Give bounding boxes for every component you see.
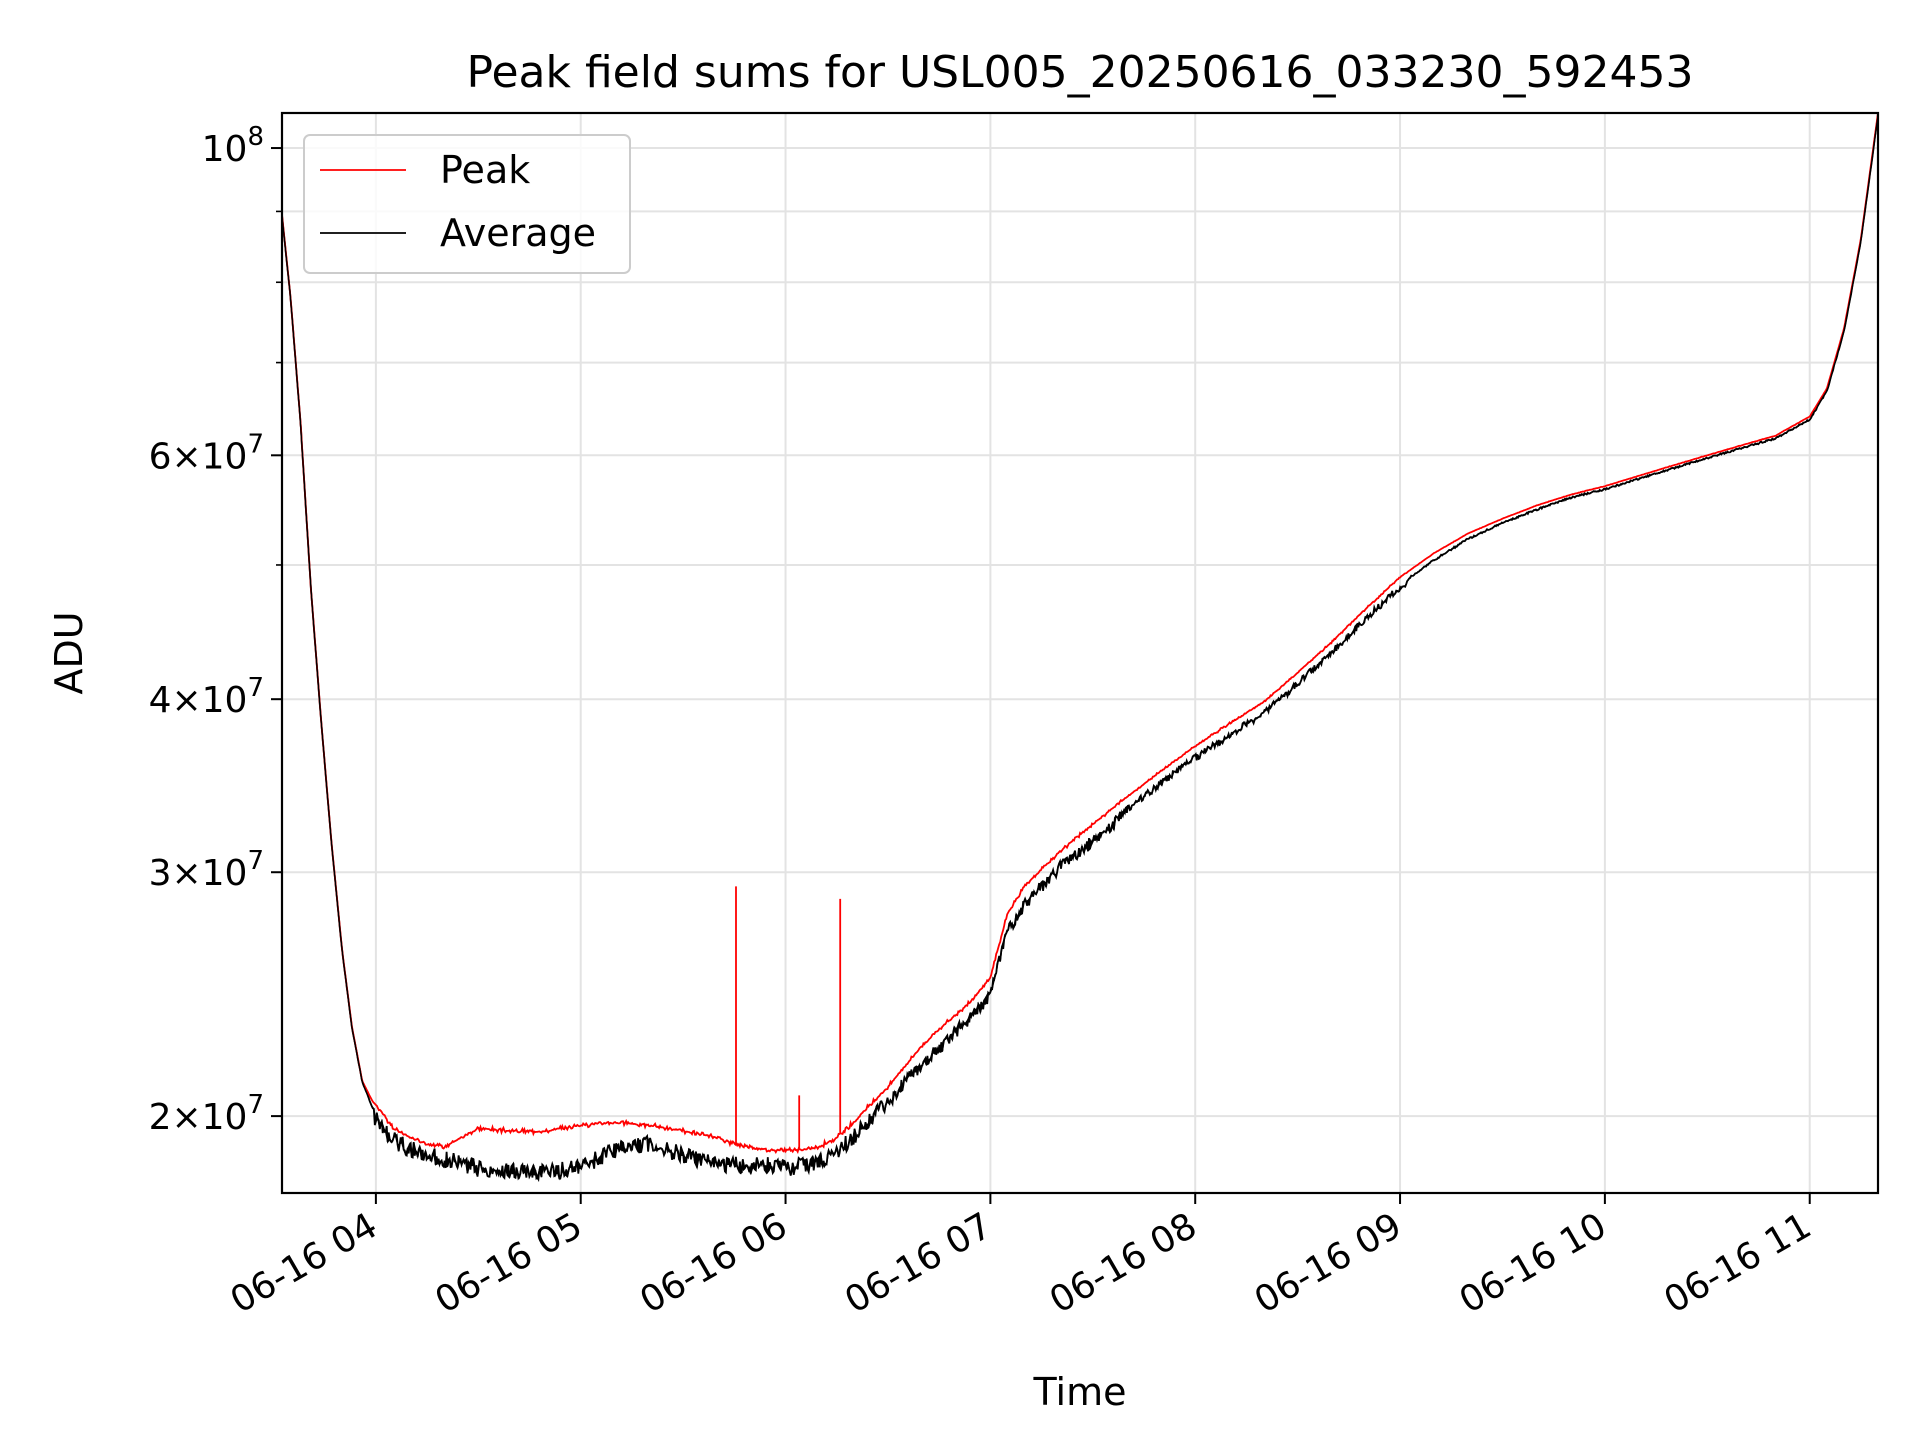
legend: Peak Average — [303, 134, 631, 274]
grid — [282, 113, 1878, 1193]
series-line-peak — [282, 113, 1878, 1155]
legend-label-peak: Peak — [440, 148, 530, 192]
y-tick-label: 3×107 — [149, 846, 264, 894]
plot-frame — [280, 111, 1880, 1195]
series-line-average-overlay — [282, 115, 1878, 1181]
x-axis-label: Time — [1033, 1370, 1127, 1414]
y-axis-label: ADU — [47, 611, 91, 694]
y-tick-label: 108 — [202, 122, 264, 170]
legend-label-average: Average — [440, 211, 596, 255]
y-tick-label: 4×107 — [149, 673, 264, 721]
chart-title: Peak field sums for USL005_20250616_0332… — [467, 47, 1694, 98]
series-layer — [282, 113, 1878, 1183]
y-tick-label: 6×107 — [149, 429, 264, 477]
plot-area — [282, 113, 1878, 1193]
y-tick-label: 2×107 — [149, 1090, 264, 1138]
